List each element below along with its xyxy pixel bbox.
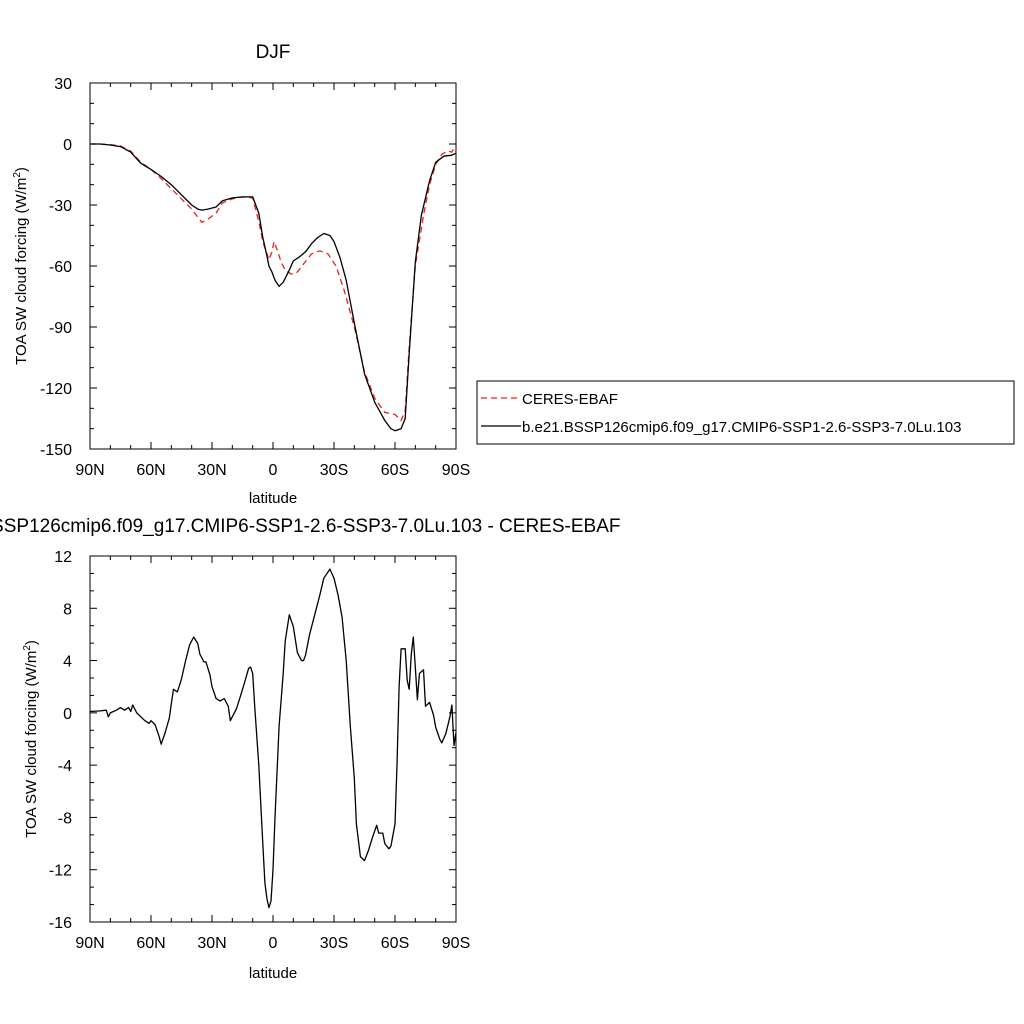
y-tick-labels: 12 8 4 0 -4 -8 -12 -16 xyxy=(49,549,72,932)
axis-ticks xyxy=(89,82,457,450)
legend: CERES-EBAF b.e21.BSSP126cmip6.f09_g17.CM… xyxy=(476,380,1015,445)
series-group xyxy=(90,143,457,432)
x-tick-label: 90N xyxy=(75,462,104,479)
y-tick-label: 0 xyxy=(63,706,72,723)
chart-title: DJF xyxy=(256,42,291,63)
plot-frame xyxy=(89,82,457,450)
x-tick-labels: 90N 60N 30N 0 30S 60S 90S xyxy=(75,462,470,479)
y-tick-label: -30 xyxy=(49,198,72,215)
legend-box xyxy=(476,380,1015,445)
series-line-model xyxy=(90,143,457,432)
y-axis-label: TOA SW cloud forcing (W/m2) xyxy=(22,640,40,838)
x-axis-label: latitude xyxy=(249,965,297,982)
x-tick-label: 60S xyxy=(381,935,409,952)
x-axis-label: latitude xyxy=(249,490,297,507)
legend-label-model: b.e21.BSSP126cmip6.f09_g17.CMIP6-SSP1-2.… xyxy=(522,419,961,436)
x-tick-label: 90S xyxy=(442,935,470,952)
top-panel: DJF 90N 60N 30N 0 30S 60S 90S 30 0 -30 -60 -90 -120… xyxy=(12,42,1015,507)
difference-title: b.e21.BSSP126cmip6.f09_g17.CMIP6-SSP1-2.… xyxy=(0,516,620,537)
bottom-panel: b.e21.BSSP126cmip6.f09_g17.CMIP6-SSP1-2.… xyxy=(0,516,620,982)
y-tick-label: -8 xyxy=(58,810,72,827)
x-tick-label: 0 xyxy=(269,935,278,952)
y-tick-label: 0 xyxy=(63,137,72,154)
y-tick-label: -12 xyxy=(49,863,72,880)
y-tick-label: 30 xyxy=(54,76,72,93)
x-tick-label: 30N xyxy=(197,462,226,479)
x-tick-label: 90S xyxy=(442,462,470,479)
y-tick-label: -16 xyxy=(49,915,72,932)
y-tick-label: 12 xyxy=(54,549,72,566)
x-tick-label: 60S xyxy=(381,462,409,479)
legend-label-ceres: CERES-EBAF xyxy=(522,391,618,408)
y-tick-label: 8 xyxy=(63,601,72,618)
y-tick-label: -60 xyxy=(49,259,72,276)
y-tick-labels: 30 0 -30 -60 -90 -120 -150 xyxy=(40,76,72,459)
y-tick-label: -120 xyxy=(40,381,72,398)
y-tick-label: -150 xyxy=(40,442,72,459)
series-line-model xyxy=(89,568,457,909)
x-tick-label: 0 xyxy=(269,462,278,479)
x-tick-labels: 90N 60N 30N 0 30S 60S 90S xyxy=(75,935,470,952)
y-axis-label: TOA SW cloud forcing (W/m2) xyxy=(12,167,30,365)
series-line-ceres-ebaf xyxy=(90,143,457,422)
y-tick-label: 4 xyxy=(63,654,72,671)
x-tick-label: 30S xyxy=(320,935,348,952)
x-tick-label: 30S xyxy=(320,462,348,479)
series-group xyxy=(89,568,457,909)
y-tick-label: -4 xyxy=(58,758,72,775)
x-tick-label: 60N xyxy=(136,462,165,479)
x-tick-label: 30N xyxy=(197,935,226,952)
x-tick-label: 90N xyxy=(75,935,104,952)
y-tick-label: -90 xyxy=(49,320,72,337)
x-tick-label: 60N xyxy=(136,935,165,952)
